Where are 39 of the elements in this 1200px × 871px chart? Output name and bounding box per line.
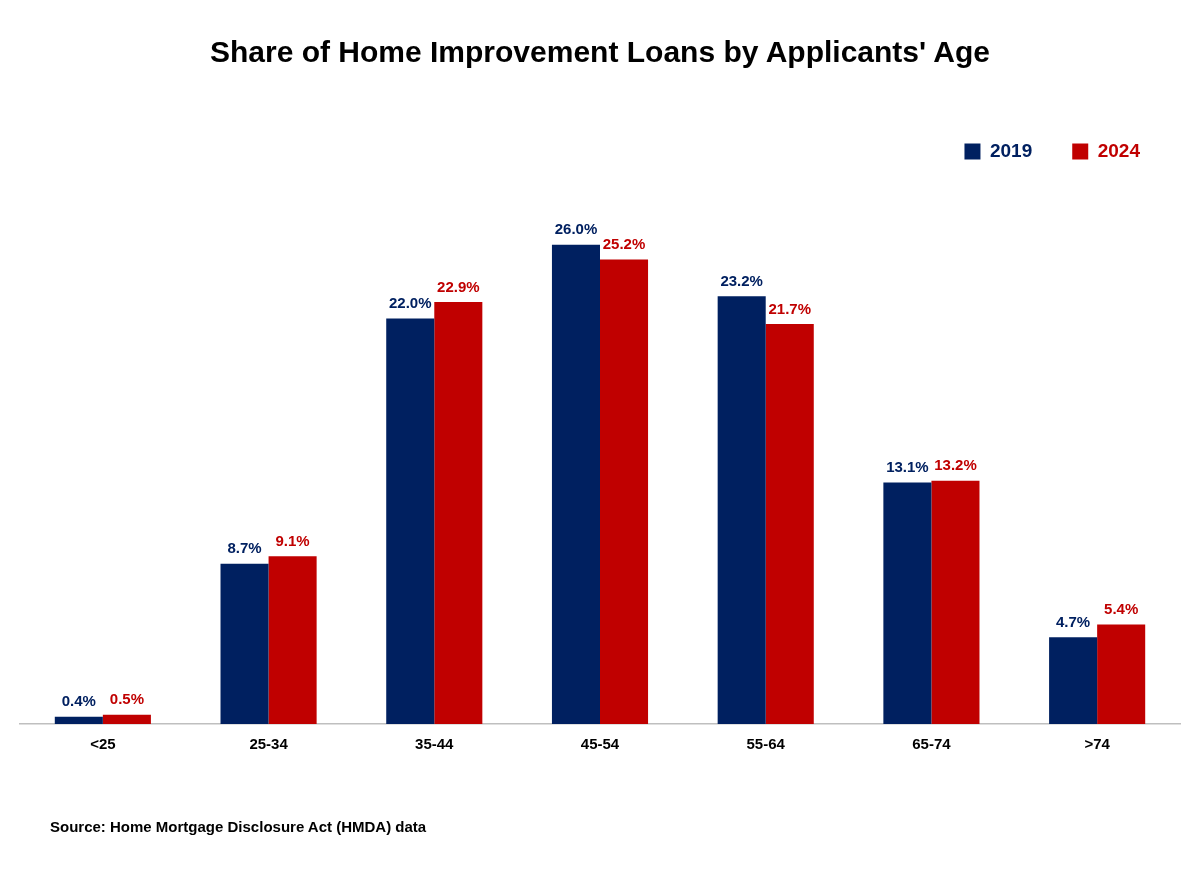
bar <box>600 259 649 724</box>
x-tick-label: 65-74 <box>912 735 952 753</box>
data-label: 8.7% <box>227 539 262 557</box>
legend-label: 2019 <box>989 139 1033 161</box>
x-tick-label: 55-64 <box>746 735 786 753</box>
bar <box>386 318 435 724</box>
x-tick-label: 25-34 <box>249 735 289 753</box>
data-label: 22.0% <box>388 294 432 312</box>
bar <box>54 716 103 724</box>
data-label: 23.2% <box>720 271 763 289</box>
bar <box>268 556 317 724</box>
x-tick-label: <25 <box>90 735 116 753</box>
data-label: 5.4% <box>1104 600 1139 618</box>
data-label: 22.9% <box>437 277 480 295</box>
bar <box>1097 624 1146 724</box>
data-label: 0.5% <box>109 690 144 708</box>
data-label: 0.4% <box>61 692 96 710</box>
data-label: 25.2% <box>602 235 646 253</box>
data-label: 13.2% <box>934 456 977 474</box>
bar <box>220 563 269 724</box>
x-tick-label: 45-54 <box>580 735 620 753</box>
bar <box>551 244 600 724</box>
chart-title: Share of Home Improvement Loans by Applicants' Age <box>209 35 991 69</box>
data-label: 13.1% <box>886 458 929 476</box>
data-label: 9.1% <box>275 531 310 549</box>
source-note: Source: Home Mortgage Disclosure Act (HMDA) data <box>50 818 427 835</box>
bar <box>1049 637 1098 724</box>
bar <box>717 296 766 724</box>
bar <box>883 482 932 724</box>
bar <box>931 480 980 724</box>
x-tick-label: 35-44 <box>415 735 455 753</box>
bar <box>434 301 483 724</box>
x-tick-label: >74 <box>1084 735 1111 753</box>
data-label: 21.7% <box>768 299 812 317</box>
data-label: 4.7% <box>1056 613 1091 630</box>
legend-label: 2024 <box>1097 139 1141 161</box>
bar <box>102 714 151 724</box>
data-label: 26.0% <box>554 220 598 238</box>
bar <box>765 324 814 724</box>
